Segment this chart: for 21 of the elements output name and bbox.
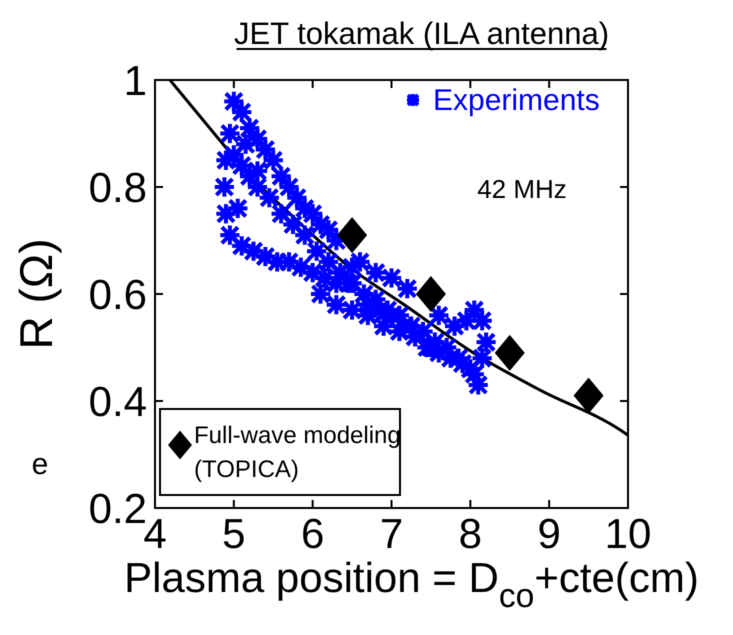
y-tick-label: 0.6: [88, 271, 147, 318]
annotation: 42 MHz: [477, 174, 567, 204]
point: [416, 276, 446, 312]
x-tick-label: 8: [458, 510, 482, 557]
x-tick-label: 7: [380, 510, 404, 557]
point: [337, 217, 368, 254]
y-axis-title: R (Ω): [10, 238, 62, 350]
legend-label: Full-wave modeling (TOPICA): [194, 422, 401, 483]
y-tick-label: 0.8: [88, 164, 147, 211]
chart-title: JET tokamak (ILA antenna): [234, 16, 610, 51]
point: [494, 334, 525, 371]
text: e: [32, 448, 48, 481]
x-tick-label: 6: [300, 510, 324, 557]
x-tick-label: 9: [537, 510, 561, 557]
x-tick-label: 10: [604, 510, 652, 557]
x-tick-label: 5: [222, 510, 246, 557]
y-tick-label: 1: [124, 57, 147, 104]
y-tick-label: 0.4: [88, 378, 147, 425]
point: [574, 378, 604, 414]
x-axis-title: Plasma position = D$_{co}$+cte(cm): [124, 554, 699, 616]
legend-label: Experiments: [433, 84, 600, 117]
